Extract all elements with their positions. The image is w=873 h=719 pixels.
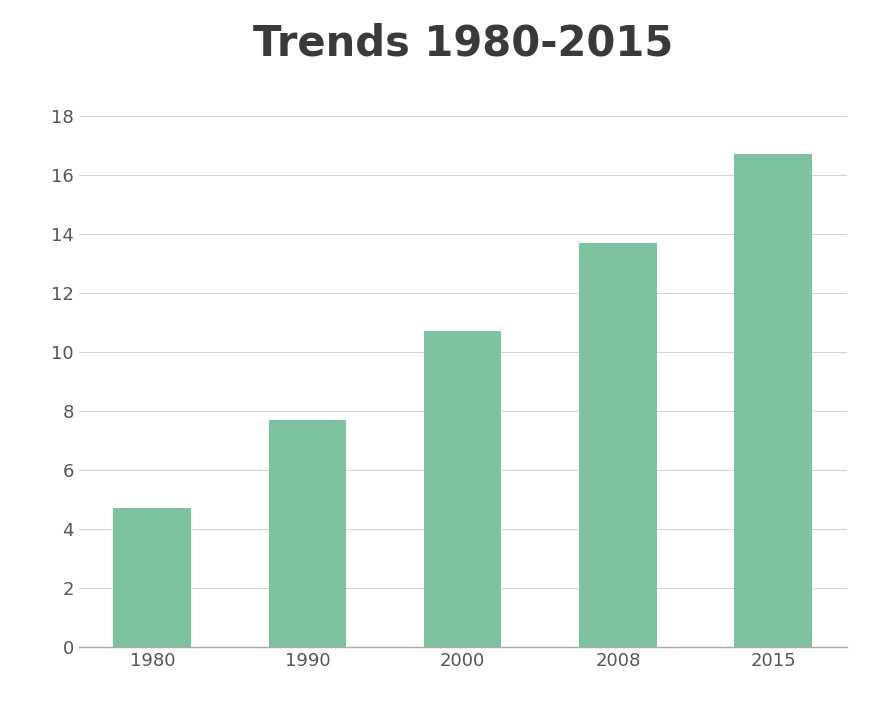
Bar (424, 331, 501, 647)
Bar (269, 420, 347, 647)
Bar (113, 508, 191, 647)
Bar (734, 154, 812, 647)
Title: Trends 1980-2015: Trends 1980-2015 (252, 23, 673, 65)
Bar (579, 243, 656, 647)
